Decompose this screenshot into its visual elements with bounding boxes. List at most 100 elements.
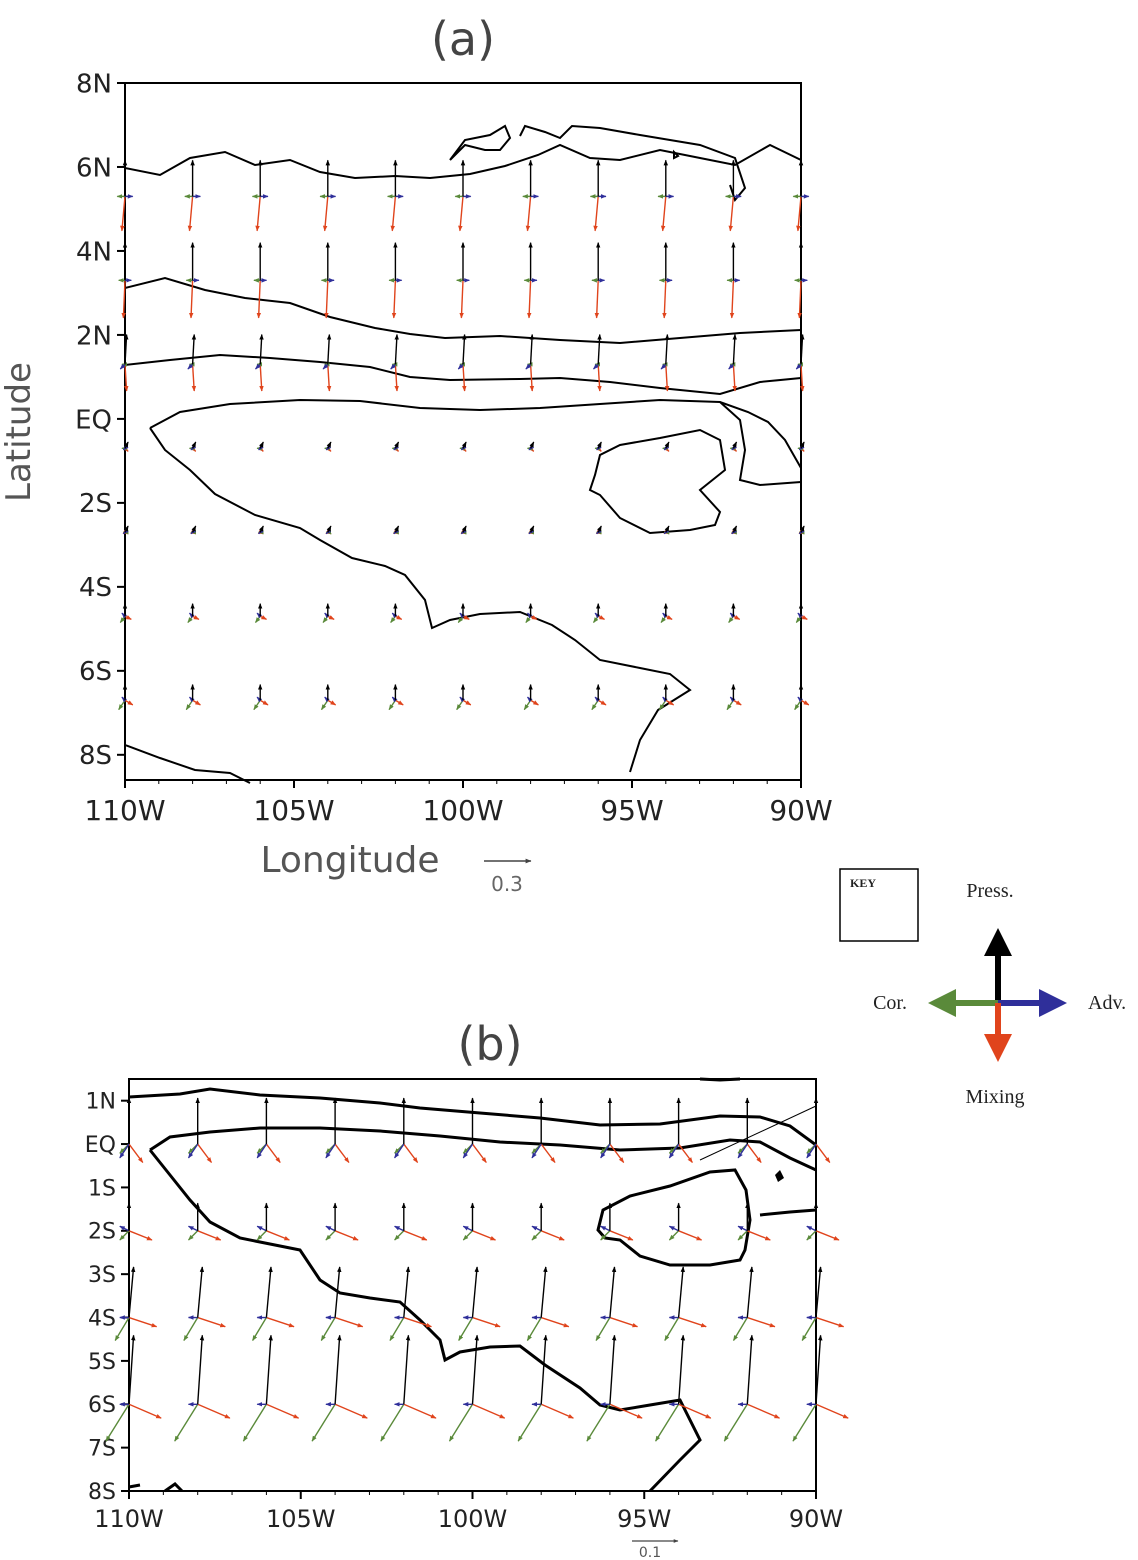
a-press-vector <box>664 441 670 449</box>
b-mixing-vector <box>197 1143 213 1163</box>
a-mixing-vector <box>187 196 194 232</box>
b-adv-vector <box>600 1143 611 1159</box>
a-press-vector <box>394 334 399 365</box>
b-cor-vector <box>311 1403 336 1442</box>
a-adv-vector <box>596 444 602 451</box>
a-mixing-vector <box>259 699 269 706</box>
a-cor-vector <box>592 615 599 623</box>
b-mixing-vector <box>540 1230 565 1241</box>
b-cor-vector <box>462 1230 473 1241</box>
b-cor-vector <box>188 1230 199 1241</box>
b-press-vector <box>677 1266 685 1318</box>
a-press-vector <box>800 334 805 365</box>
a-cor-vector <box>253 699 261 711</box>
a-press-vector <box>259 525 264 533</box>
a-cor-vector <box>525 615 532 623</box>
b-mixing-vector <box>472 1403 506 1419</box>
a-mixing-vector <box>256 280 262 319</box>
b-mixing-vector <box>678 1316 707 1328</box>
a-mixing-vector <box>394 364 399 392</box>
a-mixing-vector <box>462 699 472 706</box>
a-adv-vector <box>187 363 194 370</box>
a-adv-vector <box>798 528 805 535</box>
a-adv-vector <box>528 444 535 451</box>
a-adv-vector <box>255 363 261 370</box>
a-mixing-vector <box>322 196 329 232</box>
panel-b-scale-label: 0.1 <box>639 1545 661 1560</box>
a-x-tick-label: 110W <box>84 794 165 827</box>
b-mixing-vector <box>128 1403 162 1419</box>
a-x-tick-label: 105W <box>253 794 334 827</box>
b-press-vector <box>334 1334 342 1405</box>
a-mixing-vector <box>462 364 467 392</box>
b-mixing-vector <box>540 1316 570 1328</box>
a-mixing-vector <box>728 196 735 232</box>
b-cor-vector <box>664 1317 680 1341</box>
b-mixing-vector <box>678 1143 693 1163</box>
a-mixing-vector <box>660 196 667 232</box>
b-adv-vector <box>531 1225 542 1232</box>
a-press-vector <box>799 441 805 449</box>
b-y-tick-label: 3S <box>88 1263 116 1288</box>
panel-b: (b) 1N EQ 1S 2S 3S 4S 5S 6S 7S 8S 110W 105W 100W 95W… <box>85 1017 849 1560</box>
a-press-vector <box>326 334 332 365</box>
a-cor-vector <box>591 699 599 711</box>
b-adv-vector <box>119 1225 130 1232</box>
b-mixing-vector <box>403 1316 432 1328</box>
a-adv-vector <box>528 528 535 535</box>
a-mixing-vector <box>188 280 194 319</box>
b-press-vector <box>471 1266 479 1318</box>
b-cor-vector <box>732 1317 748 1341</box>
b-cor-vector <box>517 1403 542 1442</box>
a-mixing-vector <box>259 615 268 621</box>
b-adv-vector <box>462 1143 474 1159</box>
a-press-vector <box>529 441 535 449</box>
a-mixing-vector <box>459 280 464 319</box>
a-press-vector <box>461 525 467 533</box>
a-press-vector <box>123 525 129 533</box>
a-press-vector <box>732 441 738 449</box>
b-adv-vector <box>668 1225 679 1232</box>
key-press-arrowhead <box>984 928 1012 956</box>
b-mixing-vector <box>128 1316 158 1328</box>
a-mixing-vector <box>665 615 673 621</box>
b-press-vector <box>403 1266 411 1318</box>
b-mixing-vector <box>471 1143 487 1163</box>
a-press-vector <box>732 525 738 533</box>
b-cor-vector <box>114 1317 130 1341</box>
b-adv-vector <box>325 1143 336 1159</box>
b-press-vector <box>815 1266 823 1318</box>
a-mixing-vector <box>597 699 607 706</box>
a-cor-vector <box>523 699 532 711</box>
a-press-vector <box>191 441 197 449</box>
b-mixing-vector <box>197 1230 222 1241</box>
b-mixing-vector <box>266 1316 295 1328</box>
a-press-vector <box>326 441 332 449</box>
b-cor-vector <box>380 1403 405 1442</box>
a-press-vector <box>529 525 535 533</box>
a-press-vector <box>597 441 602 449</box>
a-x-tick-label: 90W <box>769 794 832 827</box>
a-cor-vector <box>320 699 329 711</box>
b-mixing-vector <box>128 1230 153 1241</box>
b-cor-vector <box>600 1230 611 1241</box>
b-adv-vector <box>119 1143 130 1159</box>
b-y-tick-label: 2S <box>88 1220 116 1245</box>
b-mixing-vector <box>403 1403 437 1419</box>
b-mixing-vector <box>609 1316 639 1328</box>
b-x-tick-label: 95W <box>617 1505 671 1533</box>
b-press-vector <box>471 1334 479 1405</box>
b-x-tick-label: 105W <box>266 1505 336 1533</box>
a-press-vector <box>664 525 670 533</box>
a-mixing-vector <box>662 280 667 319</box>
b-cor-vector <box>737 1230 748 1241</box>
a-cor-vector <box>456 699 464 711</box>
a-adv-vector <box>663 528 670 535</box>
a-cor-vector <box>254 615 261 623</box>
a-y-tick-label: 6S <box>79 657 112 687</box>
panel-a-x-axis: 110W 105W 100W 95W 90W <box>84 780 833 827</box>
b-adv-vector <box>256 1225 267 1232</box>
b-cor-vector <box>251 1317 268 1341</box>
a-press-vector <box>326 525 332 533</box>
b-mixing-vector <box>746 1143 762 1163</box>
